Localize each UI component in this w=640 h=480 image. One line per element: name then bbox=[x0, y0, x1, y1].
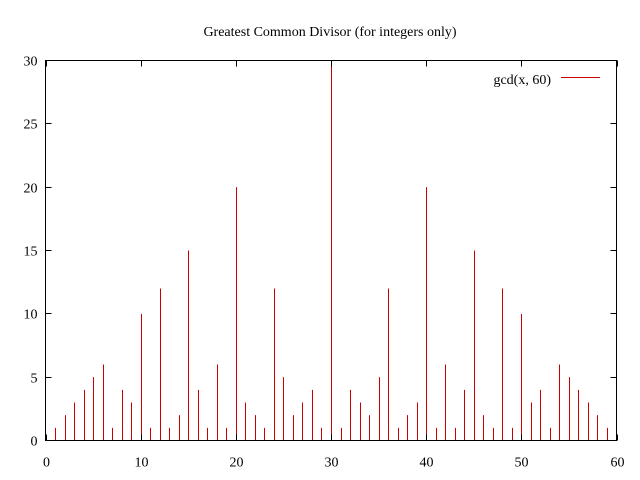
y-tick-label: 10 bbox=[24, 308, 38, 323]
x-tick-label: 50 bbox=[515, 456, 529, 471]
y-tick-label: 5 bbox=[31, 372, 38, 387]
legend-label: gcd(x, 60) bbox=[493, 73, 551, 88]
plot-frame bbox=[45, 60, 617, 441]
bars-layer bbox=[55, 60, 608, 441]
x-tick-label: 60 bbox=[611, 456, 625, 471]
x-tick-label: 10 bbox=[135, 456, 149, 471]
y-tick-label: 20 bbox=[24, 182, 38, 197]
x-tick-label: 40 bbox=[420, 456, 434, 471]
x-tick-label: 30 bbox=[325, 456, 339, 471]
legend: gcd(x, 60) bbox=[493, 73, 600, 88]
y-tick-label: 0 bbox=[31, 435, 38, 450]
x-tick-label: 0 bbox=[43, 456, 50, 471]
x-tick-label: 20 bbox=[230, 456, 244, 471]
chart-title: Greatest Common Divisor (for integers on… bbox=[203, 25, 456, 40]
y-tick-label: 25 bbox=[24, 118, 38, 133]
y-tick-label: 15 bbox=[24, 245, 38, 260]
y-tick-label: 30 bbox=[24, 55, 38, 70]
ticks-layer: 0 10 20 30 40 50 60 0 5 10 15 20 25 30 bbox=[24, 55, 625, 471]
